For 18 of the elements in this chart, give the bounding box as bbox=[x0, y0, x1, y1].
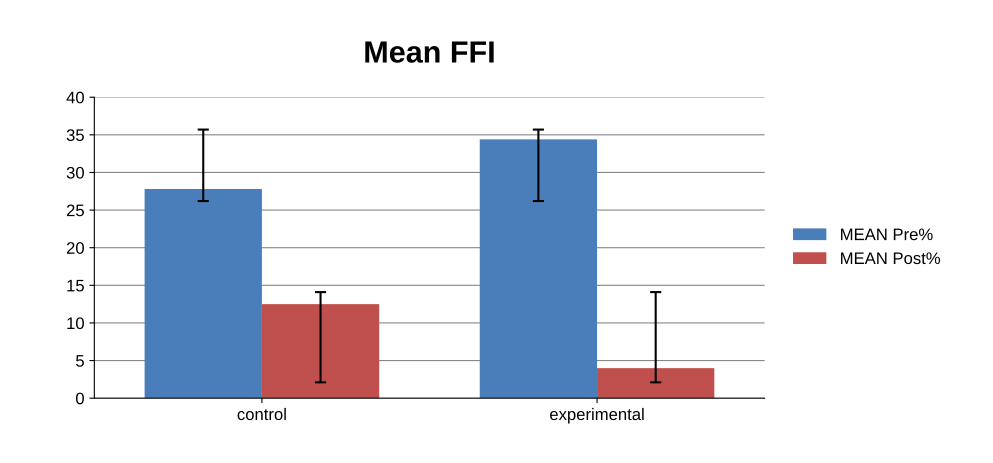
bar bbox=[144, 189, 262, 398]
bar bbox=[262, 304, 380, 398]
x-tick-label: experimental bbox=[550, 408, 644, 424]
legend-label: MEAN Pre% bbox=[841, 228, 933, 240]
y-tick-label: 35 bbox=[66, 129, 84, 142]
y-tick-label: 40 bbox=[66, 92, 84, 104]
y-tick-label: 15 bbox=[67, 280, 84, 292]
y-tick-label: 25 bbox=[66, 204, 84, 216]
bar bbox=[480, 139, 598, 398]
y-tick-label: 30 bbox=[66, 166, 84, 179]
chart-title: Mean FFI bbox=[365, 41, 494, 63]
y-tick-label: 10 bbox=[67, 317, 84, 330]
y-tick-label: 20 bbox=[66, 242, 84, 254]
y-tick-label: 5 bbox=[76, 355, 84, 367]
x-tick-label: control bbox=[238, 408, 286, 420]
bar bbox=[597, 368, 714, 398]
legend-label: MEAN Post% bbox=[841, 252, 940, 264]
y-tick-label: 0 bbox=[76, 392, 84, 404]
